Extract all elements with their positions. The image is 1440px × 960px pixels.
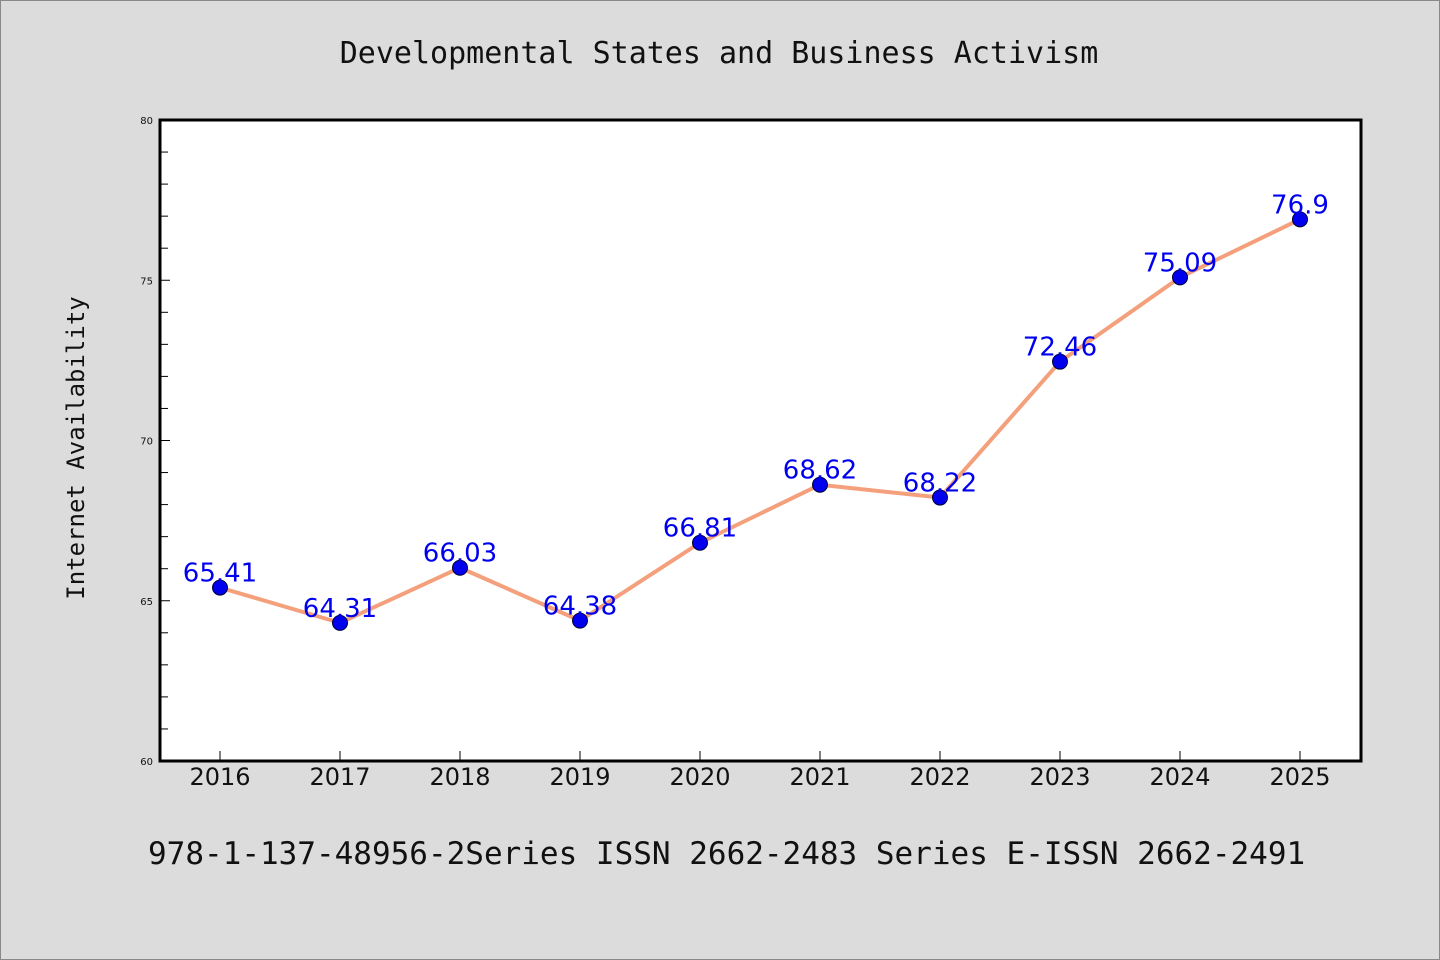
y-axis: 60 65 70 75 80 — [140, 116, 170, 768]
x-tick-label: 2018 — [429, 763, 490, 791]
data-label: 64.38 — [543, 592, 617, 622]
x-tick-label: 2024 — [1149, 763, 1210, 791]
x-tick-label: 2019 — [549, 763, 610, 791]
y-tick-label: 60 — [140, 757, 153, 768]
data-label: 68.62 — [783, 456, 857, 486]
x-tick-label: 2020 — [669, 763, 730, 791]
data-label: 76.9 — [1271, 190, 1329, 220]
data-point — [812, 476, 828, 493]
x-tick-label: 2017 — [309, 763, 370, 791]
data-label: 64.31 — [303, 594, 377, 624]
data-point — [1052, 353, 1068, 370]
data-point — [452, 559, 468, 576]
x-tick-label: 2025 — [1269, 763, 1330, 791]
data-point — [932, 489, 948, 506]
footer-text: 978-1-137-48956-2Series ISSN 2662-2483 S… — [148, 836, 1305, 872]
y-tick-label: 75 — [140, 276, 153, 287]
y-axis-label: Internet Availability — [62, 296, 90, 599]
x-tick-label: 2021 — [789, 763, 850, 791]
x-tick-label: 2016 — [189, 763, 250, 791]
data-point — [332, 614, 348, 631]
data-point — [1172, 269, 1188, 286]
data-point — [572, 612, 588, 629]
data-label: 72.46 — [1023, 333, 1097, 363]
x-axis: 2016 2017 2018 2019 2020 2021 2022 2023 2024 2025 — [189, 751, 1331, 791]
chart-title: Developmental States and Business Activi… — [340, 36, 1099, 71]
y-tick-label: 70 — [140, 437, 153, 448]
x-tick-label: 2022 — [909, 763, 970, 791]
data-point — [1292, 211, 1308, 228]
x-tick-label: 2023 — [1029, 763, 1090, 791]
data-labels: 65.41 64.31 66.03 64.38 66.81 68.62 68.22 72.46… — [183, 190, 1329, 624]
data-label: 65.41 — [183, 559, 257, 589]
series-line — [218, 217, 1302, 625]
data-point — [692, 534, 708, 551]
data-label: 66.03 — [423, 539, 497, 569]
y-tick-label: 65 — [140, 597, 153, 608]
data-label: 68.22 — [903, 469, 977, 499]
data-point — [212, 579, 228, 596]
data-label: 75.09 — [1143, 248, 1217, 278]
plot-area — [158, 118, 1363, 763]
y-tick-label: 80 — [140, 116, 153, 127]
series-group — [212, 211, 1308, 631]
data-label: 66.81 — [663, 514, 737, 544]
